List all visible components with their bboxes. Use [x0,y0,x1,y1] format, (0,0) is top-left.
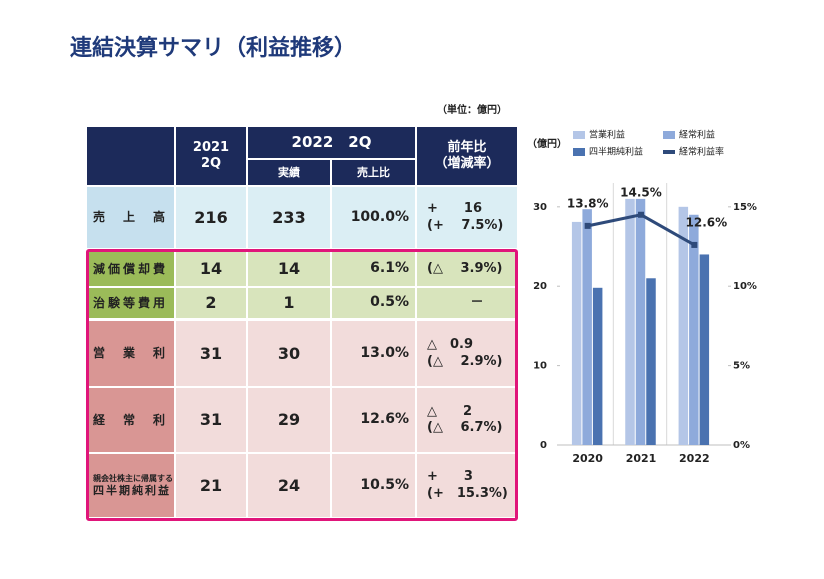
row-label-line: 四半期純利益 [93,483,171,497]
header-2021-line: 2Q [200,156,222,171]
sales-ratio: 6.1% [332,252,415,286]
line-marker [691,241,698,248]
header-2021-line: 2021 [192,139,230,155]
data-label: 14.5% [620,185,662,199]
row-label: 売 上 高 [87,187,174,248]
line-marker [638,211,644,218]
header-actual: 実績 [248,160,330,185]
y-tick-label: 30 [533,202,547,213]
yoy-change: + 3 (+ 15.3%) [417,454,517,517]
x-tick-label: 2020 [572,452,603,465]
header-2021: 2021 2Q [176,127,246,185]
value-2021: 21 [176,454,246,517]
bar [635,198,646,445]
x-tick-label: 2021 [626,452,657,465]
row-label-line: 売 上 高 [93,210,169,224]
yoy-change-line: + 16 [427,201,482,217]
header-2022: 2022 2Q [248,127,415,158]
yoy-change-line: (△ 2.9%) [427,353,503,369]
value-2022: 1 [248,288,330,318]
legend-swatch [663,150,675,154]
legend-swatch [663,131,675,139]
header-yoy: 前年比 （増減率） [417,127,517,185]
data-label: 13.8% [567,196,609,210]
y-tick-label: 20 [533,281,547,292]
bar [571,221,582,445]
yoy-change-line: △ 0.9 [427,337,474,353]
value-2022: 24 [248,454,330,517]
row-label: 営 業 利 益 [87,321,195,386]
data-label: 12.6% [686,215,728,229]
highlight-frame [86,249,518,521]
value-2022: 29 [248,388,330,452]
yoy-change-line: (△ 6.7%) [427,420,503,435]
yoy-change: － [417,288,517,318]
y-tick-label: 10 [533,361,547,372]
legend-swatch [573,148,585,156]
yoy-change: △ 2 (△ 6.7%) [417,388,517,452]
bar [592,287,603,445]
title: 連結決算サマリ（利益推移） [70,36,357,61]
yoy-change: + 16 (+ 7.5%) [417,187,517,248]
yoy-change: △ 0.9 (△ 2.9%) [417,321,517,386]
row-label: 親会社株主に帰属する 四半期純利益 [87,454,174,517]
sales-ratio: 13.0% [332,321,415,386]
sales-ratio: 12.6% [332,388,415,452]
y-tick-label: 0 [540,440,547,451]
legend-label: 営業利益 [589,129,625,141]
header-yoy-line: 前年比 [447,139,487,155]
value-2021: 2 [176,288,246,318]
sales-ratio: 100.0% [332,187,415,248]
yoy-change-line: － [427,294,484,310]
value-2022: 14 [248,252,330,286]
header-blank [87,127,174,185]
line-marker [584,222,591,229]
unit-note: （単位：億円） [437,105,507,116]
yoy-change-line: (+ 7.5%) [427,217,504,233]
header-ratio: 売上比 [332,160,415,185]
value-2022: 30 [248,321,330,386]
value-2021: 31 [176,321,246,386]
sales-ratio: 0.5% [332,288,415,318]
y2-tick-label: 10% [733,281,757,292]
y2-tick-label: 0% [733,440,750,451]
yoy-change-line: △ 2 [427,403,473,419]
yoy-change-line: + 3 [427,469,473,485]
row-label-line: 減価償却費 [93,261,169,276]
value-2021: 31 [176,388,246,452]
value-2022: 233 [248,187,330,248]
yoy-change-line: (+ 15.3%) [427,485,508,501]
row-label-line: 親会社株主に帰属する [93,473,173,483]
value-2021: 14 [176,252,246,286]
ratio-line [587,213,696,247]
yoy-change: (△ 3.9%) [417,252,517,286]
header-yoy-line: （増減率） [434,156,500,171]
bar [646,278,656,445]
row-label: 治験等費用 [87,288,174,318]
y2-tick-label: 15% [733,202,757,213]
y-axis-label: （億円） [527,137,567,150]
yoy-change-line: (△ 3.9%) [427,260,503,276]
row-label: 減価償却費 [87,252,174,286]
value-2021: 216 [176,187,246,248]
bar [678,206,689,445]
bar [625,198,635,445]
row-label-line: 治験等費用 [93,295,169,310]
sales-ratio: 10.5% [332,454,415,517]
legend-label: 経常利益 [679,129,715,141]
legend-label: 経常利益率 [679,146,724,158]
bar [582,209,592,445]
bar [699,254,710,445]
y2-tick-label: 5% [733,361,750,372]
x-tick-label: 2022 [679,452,710,465]
bar [689,214,699,445]
legend-label: 四半期純利益 [589,146,643,158]
legend-swatch [573,131,585,139]
